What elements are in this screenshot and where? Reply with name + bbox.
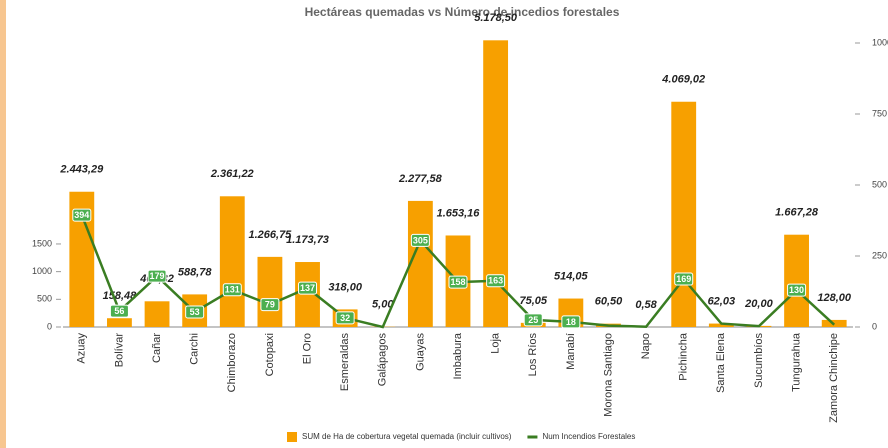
bar-value-label: 2.443,29 <box>59 164 104 176</box>
legend-label: SUM de Ha de cobertura vegetal quemada (… <box>302 432 512 441</box>
line-value-label: 163 <box>488 276 503 286</box>
x-tick-label: Bolívar <box>113 333 125 368</box>
line-value-label: 305 <box>413 235 428 245</box>
y-tick-label: 1500 <box>32 238 52 248</box>
x-tick-label: Azuay <box>76 333 88 364</box>
x-tick-label: Chimborazo <box>226 333 238 392</box>
bar-value-label: 1.653,16 <box>437 207 481 219</box>
bar-value-label: 1.667,28 <box>775 207 819 219</box>
line-value-label: 25 <box>528 315 538 325</box>
bar <box>257 257 282 327</box>
x-tick-label: Los Ríos <box>527 333 539 377</box>
chart-title: Hectáreas quemadas vs Número de incedios… <box>305 5 620 19</box>
line-value-label: 130 <box>789 285 804 295</box>
x-tick-label: El Oro <box>301 333 313 364</box>
side-strip <box>0 0 6 448</box>
bar-value-label: 514,05 <box>554 270 589 282</box>
line-value-label: 137 <box>300 283 315 293</box>
x-tick-label: Napo <box>640 333 652 359</box>
bar-value-label: 20,00 <box>744 298 773 310</box>
line-value-label: 18 <box>566 317 576 327</box>
x-tick-label: Tungurahua <box>790 332 802 392</box>
x-tick-label: Imbabura <box>452 332 464 379</box>
x-tick-label: Galápagos <box>377 333 389 387</box>
bar <box>220 196 245 327</box>
y2-tick-label: 500 <box>872 179 887 189</box>
x-tick-label: Cotopaxi <box>264 333 276 376</box>
x-tick-label: Cañar <box>151 333 163 363</box>
line-value-label: 131 <box>225 285 240 295</box>
x-tick-label: Loja <box>490 332 502 354</box>
bar-value-label: 75,05 <box>519 295 547 307</box>
x-tick-label: Esmeraldas <box>339 333 351 392</box>
y2-tick-label: 0 <box>872 321 877 331</box>
bar-value-label: 4.069,02 <box>661 74 705 86</box>
line-value-label: 179 <box>150 271 165 281</box>
y-tick-label: 500 <box>37 294 52 304</box>
line-value-label: 169 <box>676 274 691 284</box>
y2-tick-label: 250 <box>872 250 887 260</box>
x-tick-label: Zamora Chinchipe <box>828 333 840 423</box>
line-value-label: 56 <box>114 306 124 316</box>
bar <box>671 102 696 327</box>
y2-tick-label: 1000 <box>872 37 888 47</box>
y-tick-label: 0 <box>47 321 52 331</box>
bar-value-label: 60,50 <box>595 296 623 308</box>
bar <box>408 201 433 327</box>
legend-label: Num Incendios Forestales <box>542 432 635 441</box>
y-tick-label: 1000 <box>32 266 52 276</box>
x-tick-label: Manabí <box>565 333 577 370</box>
bar-value-label: 128,00 <box>817 292 852 304</box>
line-value-label: 158 <box>450 277 465 287</box>
chart: Hectáreas quemadas vs Número de incedios… <box>0 0 888 448</box>
line-value-label: 394 <box>74 210 89 220</box>
bar-value-label: 588,78 <box>178 266 213 278</box>
bar <box>145 301 170 327</box>
bar-value-label: 2.361,22 <box>210 168 254 180</box>
bar-value-label: 2.277,58 <box>398 173 443 185</box>
x-tick-label: Pichincha <box>678 332 690 381</box>
bar-value-label: 1.173,73 <box>286 234 329 246</box>
legend-swatch <box>287 432 297 442</box>
line-value-label: 53 <box>190 307 200 317</box>
x-tick-label: Sucumbíos <box>753 333 765 389</box>
bar-value-label: 62,03 <box>708 295 736 307</box>
x-tick-label: Carchi <box>189 333 201 365</box>
bar-value-label: 5.178,50 <box>474 12 518 24</box>
x-tick-label: Santa Elena <box>715 332 727 393</box>
bar-value-label: 0,58 <box>635 299 657 311</box>
bar <box>107 318 132 327</box>
bar-value-label: 318,00 <box>328 281 363 293</box>
x-tick-label: Morona Santiago <box>602 333 614 417</box>
line-value-label: 79 <box>265 299 275 309</box>
line-value-label: 32 <box>340 313 350 323</box>
x-tick-label: Guayas <box>414 333 426 371</box>
y2-tick-label: 750 <box>872 108 887 118</box>
bar <box>784 235 809 327</box>
